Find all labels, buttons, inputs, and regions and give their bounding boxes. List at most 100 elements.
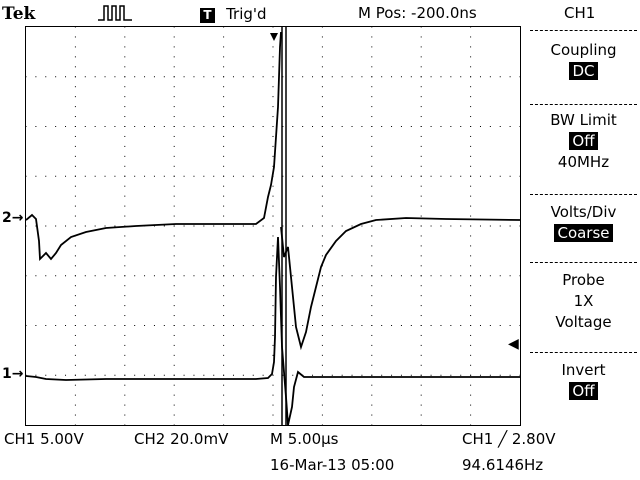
grid-dot [440,126,442,127]
grid-dot [262,325,264,326]
grid-dot [26,275,27,277]
grid-dot [499,225,501,227]
grid-dot [420,334,422,336]
grid-dot [124,155,126,157]
grid-dot [193,275,195,277]
grid-dot [371,126,373,127]
grid-dot [74,56,76,58]
grid-dot [262,374,264,376]
grid-dot [74,27,76,28]
grid-dot [391,275,393,277]
grid-dot [26,76,27,78]
grid-dot [213,175,215,177]
grid-dot [26,325,27,326]
grid-dot [272,255,274,257]
grid-dot [134,126,136,127]
grid-dot [420,135,422,137]
menu-probe[interactable]: Probe 1X Voltage [527,268,640,331]
menu-volts-div[interactable]: Volts/Div Coarse [527,200,640,242]
grid-dot [321,305,323,307]
grid-dot [252,374,254,376]
grid-dot [420,245,422,247]
grid-dot [371,195,373,197]
grid-dot [282,275,284,277]
grid-dot [193,225,195,227]
grid-dot [321,27,323,28]
grid-dot [65,275,67,277]
grid-dot [124,27,126,28]
grid-dot [163,225,165,227]
grid-dot [321,374,323,376]
grid-dot [470,404,472,406]
m-pos-readout: M Pos: -200.0ns [358,4,477,22]
grid-dot [94,76,96,78]
grid-dot [321,106,323,108]
grid-dot [213,225,215,227]
grid-dot [35,374,37,376]
menu-coupling[interactable]: Coupling DC [527,38,640,80]
grid-dot [94,126,96,127]
grid-dot [371,36,373,38]
grid-dot [519,175,520,177]
coupling-value: DC [569,62,598,80]
grid-dot [489,325,491,326]
grid-dot [460,175,462,177]
grid-dot [410,325,412,326]
grid-dot [213,76,215,78]
grid-dot [292,325,294,326]
grid-dot [282,225,284,227]
grid-dot [114,175,116,177]
grid-dot [420,46,422,48]
grid-dot [321,414,323,416]
grid-dot [371,295,373,297]
grid-dot [94,374,96,376]
grid-dot [252,76,254,78]
grid-dot [331,275,333,277]
grid-dot [470,245,472,247]
grid-dot [272,56,274,58]
menu-invert[interactable]: Invert Off [527,358,640,400]
grid-dot [321,394,323,396]
grid-dot [371,344,373,346]
grid-dot [351,126,353,127]
grid-dot [312,275,314,277]
menu-bw-limit[interactable]: BW Limit Off 40MHz [527,108,640,171]
grid-dot [223,195,225,197]
grid-dot [381,275,383,277]
grid-dot [292,275,294,277]
grid-dot [371,325,373,326]
datetime-readout: 16-Mar-13 05:00 [270,456,395,474]
trigger-status: Trig'd [226,5,267,23]
grid-dot [223,36,225,38]
ch2-waveform [26,31,282,262]
grid-dot [173,96,175,98]
grid-dot [272,76,274,78]
grid-dot [173,46,175,48]
grid-dot [381,126,383,127]
grid-dot [124,175,126,177]
grid-dot [450,175,452,177]
grid-dot [272,384,274,386]
grid-dot [321,116,323,118]
grid-dot [84,126,86,127]
grid-dot [173,315,175,317]
grid-dot [371,384,373,386]
grid-dot [351,374,353,376]
grid-dot [430,126,432,127]
grid-dot [381,225,383,227]
grid-dot [282,175,284,177]
grid-dot [163,126,165,127]
grid-dot [84,76,86,78]
grid-dot [114,275,116,277]
grid-dot [183,325,185,326]
grid-dot [183,76,185,78]
grid-dot [223,255,225,257]
grid-dot [331,325,333,326]
grid-dot [74,215,76,217]
grid-dot [450,325,452,326]
grid-dot [321,245,323,247]
grid-dot [65,225,67,227]
grid-dot [312,374,314,376]
grid-dot [223,56,225,58]
grid-dot [74,135,76,137]
